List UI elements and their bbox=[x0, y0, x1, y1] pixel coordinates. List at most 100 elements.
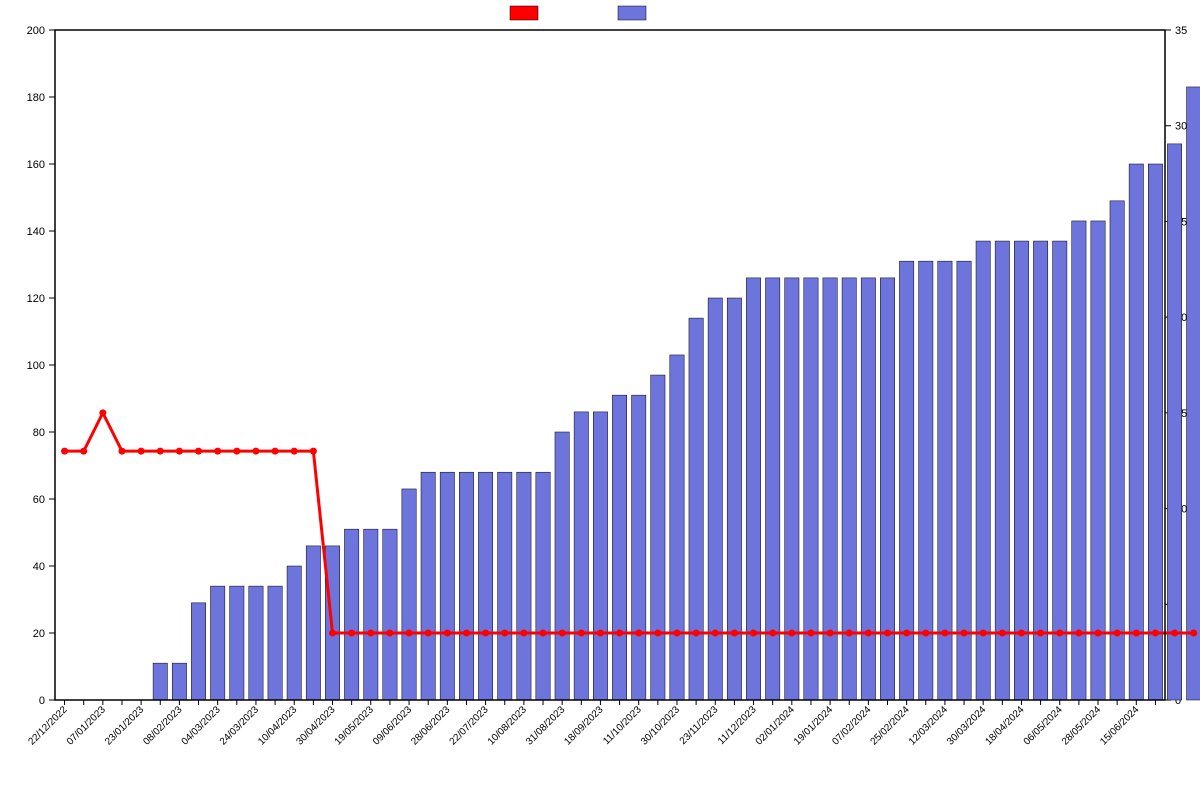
line-marker bbox=[846, 630, 853, 637]
line-marker bbox=[884, 630, 891, 637]
line-marker bbox=[348, 630, 355, 637]
y-left-tick-label: 80 bbox=[33, 427, 45, 439]
legend-swatch bbox=[618, 6, 646, 20]
legend-swatch bbox=[510, 6, 538, 20]
line-marker bbox=[1133, 630, 1140, 637]
line-marker bbox=[80, 448, 87, 455]
bar bbox=[708, 298, 722, 700]
line-marker bbox=[425, 630, 432, 637]
bar bbox=[172, 663, 186, 700]
line-marker bbox=[520, 630, 527, 637]
bar bbox=[651, 375, 665, 700]
line-marker bbox=[272, 448, 279, 455]
bar bbox=[153, 663, 167, 700]
line-marker bbox=[903, 630, 910, 637]
y-right-tick-label: 30 bbox=[1175, 121, 1187, 133]
bar bbox=[823, 278, 837, 700]
line-marker bbox=[195, 448, 202, 455]
bar bbox=[1110, 201, 1124, 700]
line-marker bbox=[444, 630, 451, 637]
line-marker bbox=[233, 448, 240, 455]
bar bbox=[230, 586, 244, 700]
line-marker bbox=[310, 448, 317, 455]
combo-chart: 0204060801001201401601802000510152025303… bbox=[0, 0, 1200, 800]
y-left-tick-label: 160 bbox=[27, 159, 45, 171]
bar bbox=[785, 278, 799, 700]
bar bbox=[287, 566, 301, 700]
y-left-tick-label: 40 bbox=[33, 561, 45, 573]
bar bbox=[191, 603, 205, 700]
bar bbox=[364, 529, 378, 700]
line-marker bbox=[693, 630, 700, 637]
line-marker bbox=[1171, 630, 1178, 637]
line-marker bbox=[1018, 630, 1025, 637]
y-left-tick-label: 100 bbox=[27, 360, 45, 372]
bar bbox=[593, 412, 607, 700]
line-marker bbox=[386, 630, 393, 637]
line-marker bbox=[291, 448, 298, 455]
bar bbox=[344, 529, 358, 700]
line-marker bbox=[1095, 630, 1102, 637]
bar bbox=[689, 318, 703, 700]
y-left-tick-label: 120 bbox=[27, 293, 45, 305]
bar bbox=[842, 278, 856, 700]
bar bbox=[1187, 87, 1200, 700]
bar bbox=[1129, 164, 1143, 700]
line-marker bbox=[827, 630, 834, 637]
line-marker bbox=[329, 630, 336, 637]
bar bbox=[517, 472, 531, 700]
line-marker bbox=[252, 448, 259, 455]
line-marker bbox=[999, 630, 1006, 637]
bar bbox=[306, 546, 320, 700]
line-marker bbox=[750, 630, 757, 637]
bar bbox=[440, 472, 454, 700]
line-marker bbox=[463, 630, 470, 637]
bar bbox=[459, 472, 473, 700]
line-marker bbox=[961, 630, 968, 637]
line-marker bbox=[367, 630, 374, 637]
bar bbox=[268, 586, 282, 700]
line-marker bbox=[712, 630, 719, 637]
bar bbox=[632, 395, 646, 700]
line-marker bbox=[1190, 630, 1197, 637]
line-marker bbox=[214, 448, 221, 455]
bar bbox=[402, 489, 416, 700]
line-marker bbox=[941, 630, 948, 637]
chart-container: 0204060801001201401601802000510152025303… bbox=[0, 0, 1200, 800]
bar bbox=[478, 472, 492, 700]
line-marker bbox=[501, 630, 508, 637]
line-marker bbox=[1037, 630, 1044, 637]
bar bbox=[555, 432, 569, 700]
line-marker bbox=[1056, 630, 1063, 637]
line-marker bbox=[578, 630, 585, 637]
bar bbox=[249, 586, 263, 700]
bar bbox=[746, 278, 760, 700]
line-marker bbox=[922, 630, 929, 637]
line-marker bbox=[406, 630, 413, 637]
y-left-tick-label: 60 bbox=[33, 494, 45, 506]
bar bbox=[574, 412, 588, 700]
line-marker bbox=[482, 630, 489, 637]
bar bbox=[1148, 164, 1162, 700]
y-left-tick-label: 140 bbox=[27, 226, 45, 238]
line-marker bbox=[1152, 630, 1159, 637]
line-marker bbox=[635, 630, 642, 637]
line-marker bbox=[597, 630, 604, 637]
bar bbox=[536, 472, 550, 700]
line-marker bbox=[1114, 630, 1121, 637]
bar bbox=[210, 586, 224, 700]
bar bbox=[612, 395, 626, 700]
y-right-tick-label: 35 bbox=[1175, 25, 1187, 37]
bar bbox=[670, 355, 684, 700]
line-marker bbox=[61, 448, 68, 455]
y-left-tick-label: 200 bbox=[27, 25, 45, 37]
bar bbox=[804, 278, 818, 700]
line-marker bbox=[673, 630, 680, 637]
line-marker bbox=[807, 630, 814, 637]
bar bbox=[498, 472, 512, 700]
bar bbox=[861, 278, 875, 700]
y-left-tick-label: 20 bbox=[33, 628, 45, 640]
line-marker bbox=[731, 630, 738, 637]
line-marker bbox=[559, 630, 566, 637]
line-marker bbox=[138, 448, 145, 455]
